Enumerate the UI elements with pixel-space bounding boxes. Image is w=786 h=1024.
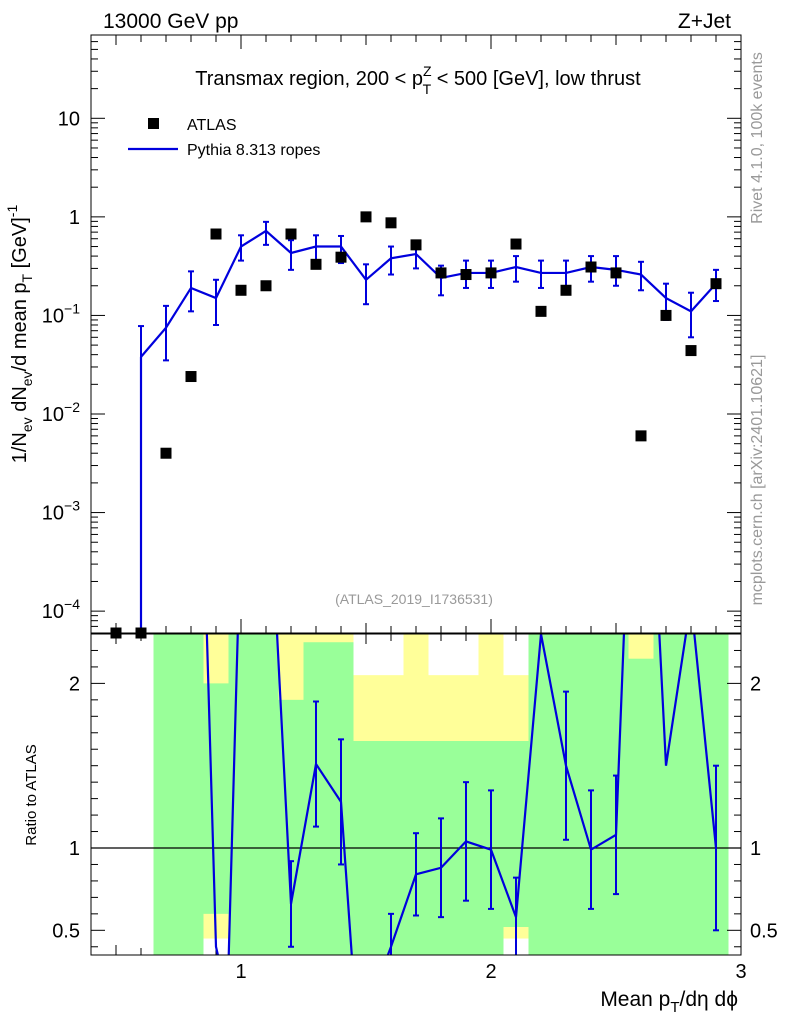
ratio-y-tick-label-right: 2 — [750, 673, 761, 695]
x-tick-label: 3 — [735, 961, 746, 983]
ratio-band-green — [253, 634, 279, 955]
atlas-marker — [435, 267, 447, 279]
ratio-band-green — [153, 634, 204, 955]
ratio-band-green — [228, 634, 254, 955]
atlas-marker — [635, 430, 647, 442]
atlas-marker — [535, 305, 547, 317]
ratio-frame — [90, 633, 742, 956]
main-y-tick-label: 10−1 — [42, 300, 80, 327]
legend-marker-atlas — [148, 118, 159, 129]
main-title: Transmax region, 200 < pZ T < 500 [GeV], … — [195, 63, 641, 97]
atlas-marker — [335, 251, 347, 263]
main-y-tick-label: 10−2 — [42, 399, 80, 426]
atlas-marker — [235, 284, 247, 296]
ratio-series — [205, 634, 719, 955]
atlas-marker — [360, 211, 372, 223]
mcplots-label: mcplots.cern.ch [arXiv:2401.10621] — [749, 355, 766, 606]
main-panel: 10 1 10−1 10−2 10−3 10−4 Transmax region, 200… — [4, 34, 742, 955]
ratio-panel: 0.5 0.5 1 1 2 2 1 2 3 Ratio to ATLAS Mean pT/dη… — [23, 633, 778, 1016]
atlas-marker — [285, 228, 297, 240]
ratio-y-tick-label-left: 0.5 — [52, 920, 80, 942]
analysis-id: (ATLAS_2019_I1736531) — [335, 591, 493, 607]
legend: ATLAS Pythia 8.313 ropes — [128, 117, 320, 159]
atlas-marker — [460, 269, 472, 281]
atlas-marker — [310, 258, 322, 270]
atlas-marker — [585, 261, 597, 273]
ratio-band-green — [578, 634, 604, 955]
ratio-band-green — [628, 658, 654, 955]
x-axis-label: Mean pT/dη dϕ — [600, 988, 738, 1016]
main-y-tick-label: 10−3 — [42, 498, 80, 525]
x-tick-label: 1 — [235, 961, 246, 983]
main-y-tick-label: 10 — [58, 108, 80, 130]
data-series — [160, 211, 722, 459]
ratio-y-tick-label-left: 1 — [69, 838, 80, 860]
ratio-band-green — [528, 634, 554, 955]
mc-line — [140, 229, 717, 358]
legend-label-atlas: ATLAS — [187, 117, 237, 134]
ratio-x-tick-labels: 1 2 3 — [235, 961, 746, 983]
header-right: Z+Jet — [678, 10, 731, 33]
main-ticks — [90, 34, 742, 955]
atlas-marker — [510, 238, 522, 250]
ratio-band-green — [653, 634, 679, 955]
atlas-marker — [210, 228, 222, 240]
atlas-marker — [560, 284, 572, 296]
atlas-marker — [660, 309, 672, 321]
ratio-band-green — [203, 683, 229, 914]
ratio-band-green — [678, 634, 704, 955]
main-y-tick-label: 10−4 — [42, 596, 80, 623]
ratio-y-tick-label-left: 2 — [69, 673, 80, 695]
ratio-y-tick-labels: 0.5 0.5 1 1 2 2 — [52, 673, 778, 942]
rivet-label: Rivet 4.1.0, 100k events — [749, 52, 766, 224]
main-y-axis-label: 1/Nev dNev/d mean pT [GeV]-1 — [4, 205, 35, 464]
atlas-marker — [410, 239, 422, 251]
header-left: 13000 GeV pp — [103, 10, 238, 33]
ratio-y-tick-label-right: 0.5 — [750, 920, 778, 942]
atlas-marker — [685, 345, 697, 357]
atlas-marker — [485, 267, 497, 279]
atlas-marker — [710, 278, 722, 290]
atlas-marker — [385, 217, 397, 229]
mc-series — [138, 220, 719, 633]
x-tick-label: 2 — [485, 961, 496, 983]
ratio-y-tick-label-right: 1 — [750, 838, 761, 860]
ratio-y-axis-label: Ratio to ATLAS — [23, 744, 40, 845]
main-y-tick-label: 1 — [69, 207, 80, 229]
ratio-band-green — [353, 741, 379, 955]
atlas-marker — [160, 447, 172, 459]
ratio-ticks — [91, 649, 741, 948]
ratio-line — [205, 634, 718, 955]
atlas-marker — [260, 280, 272, 292]
legend-label-pythia: Pythia 8.313 ropes — [187, 142, 320, 159]
main-y-tick-labels: 10 1 10−1 10−2 10−3 10−4 — [42, 108, 80, 623]
main-frame — [90, 34, 742, 634]
atlas-marker — [185, 371, 197, 383]
atlas-marker — [610, 267, 622, 279]
